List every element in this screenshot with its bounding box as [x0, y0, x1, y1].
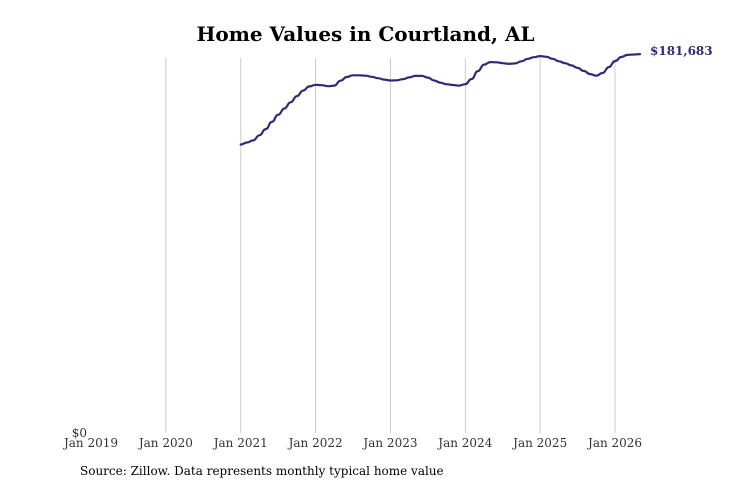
y-tick-label: $0	[72, 426, 87, 440]
x-tick-label: Jan 2026	[586, 436, 642, 450]
axis-ticks: Jan 2019 Jan 2020 Jan 2021 Jan 2022 Jan 2023…	[62, 426, 642, 450]
series-line	[239, 53, 642, 146]
series-layer: $181,683	[239, 44, 713, 146]
end-value-label: $181,683	[650, 44, 713, 58]
x-tick-label: Jan 2021	[212, 436, 268, 450]
source-note: Source: Zillow. Data represents monthly …	[80, 464, 444, 478]
gridlines	[165, 58, 616, 433]
x-tick-label: Jan 2024	[436, 436, 492, 450]
x-tick-label: Jan 2019	[62, 436, 118, 450]
x-tick-label: Jan 2022	[287, 436, 343, 450]
x-tick-label: Jan 2023	[361, 436, 417, 450]
x-tick-label: Jan 2020	[137, 436, 193, 450]
chart-title: Home Values in Courtland, AL	[196, 22, 535, 46]
x-tick-label: Jan 2025	[511, 436, 567, 450]
